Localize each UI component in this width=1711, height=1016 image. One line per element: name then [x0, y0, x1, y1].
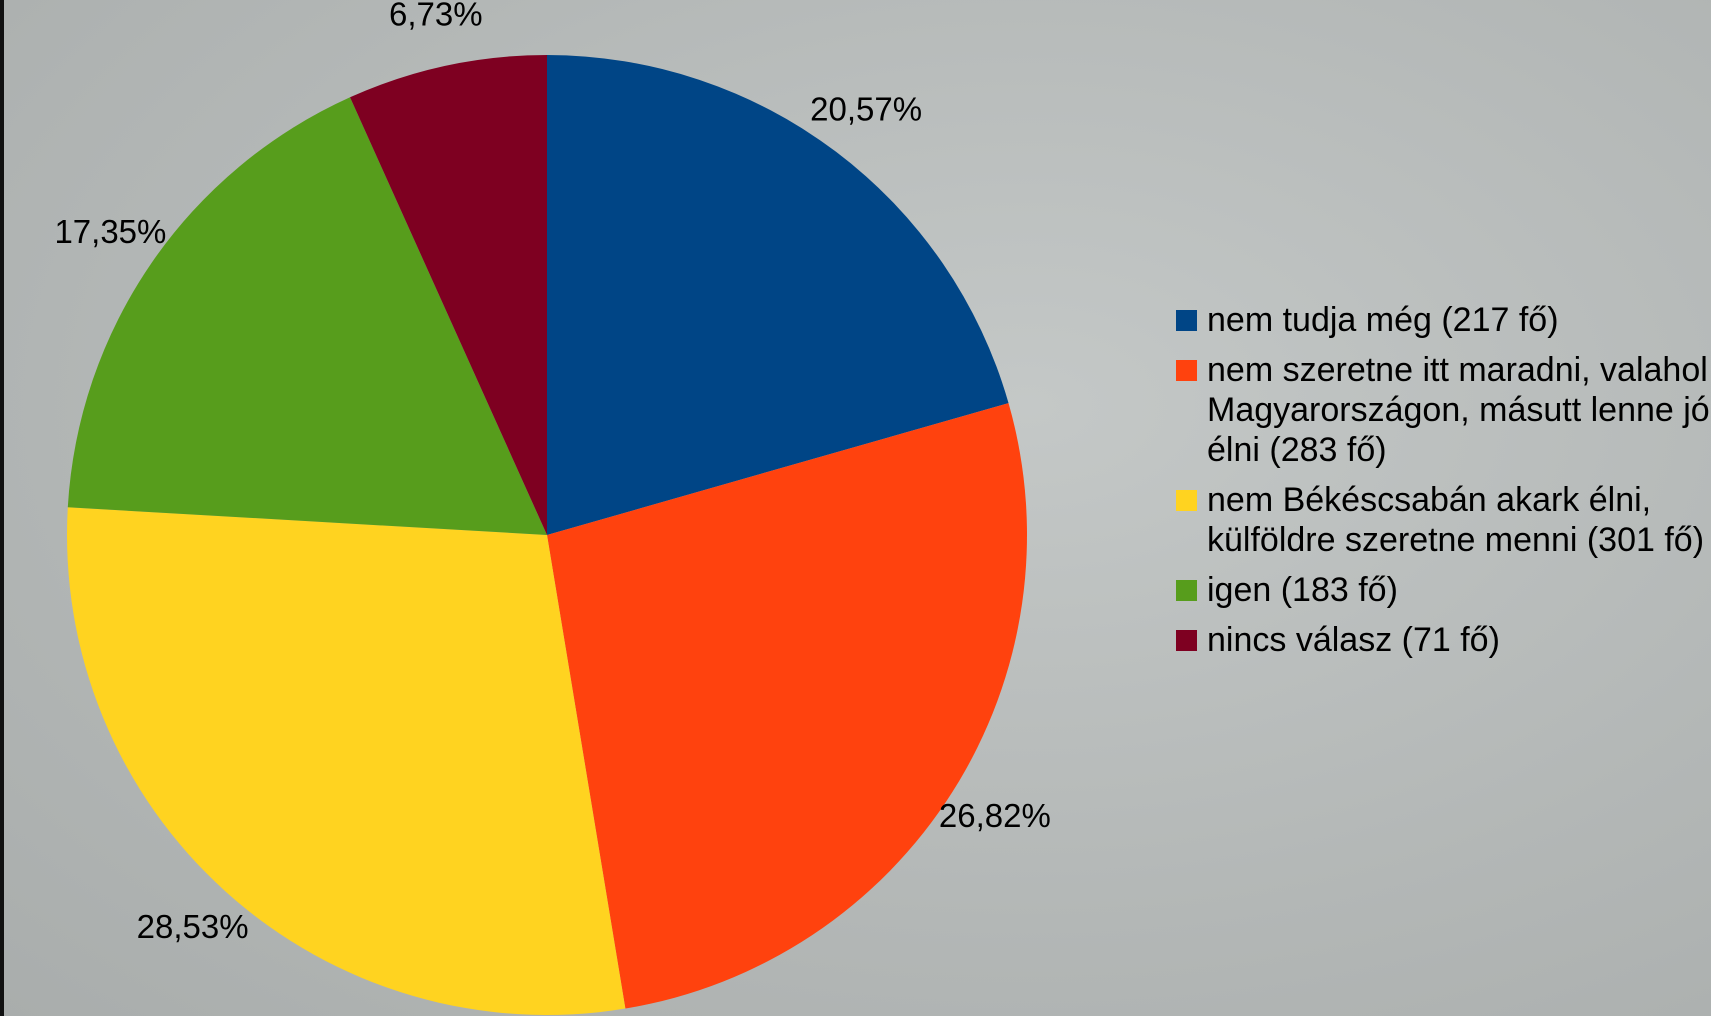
data-label: 20,57%: [810, 91, 922, 128]
pie-slice: [547, 55, 1009, 535]
legend-swatch: [1176, 360, 1197, 381]
data-label: 28,53%: [137, 908, 249, 945]
legend-label: nincs válasz (71 fő): [1207, 621, 1500, 659]
legend-item: nem szeretne itt maradni, valahol Magyar…: [1176, 350, 1711, 470]
pie-slice: [67, 97, 547, 535]
legend-label: nem szeretne itt maradni, valahol Magyar…: [1207, 351, 1710, 469]
edge: [0, 0, 4, 1016]
pie-slice: [350, 55, 547, 535]
pie-slice: [67, 507, 626, 1015]
data-label: 17,35%: [54, 213, 166, 250]
legend-item: nem tudja még (217 fő): [1176, 300, 1711, 340]
legend-swatch: [1176, 630, 1197, 651]
legend-label: nem tudja még (217 fő): [1207, 301, 1559, 339]
pie-slice: [547, 403, 1027, 1009]
legend-swatch: [1176, 580, 1197, 601]
data-label: 6,73%: [389, 0, 483, 33]
legend-swatch: [1176, 490, 1197, 511]
legend-item: nem Békéscsabán akark élni, külföldre sz…: [1176, 480, 1711, 560]
legend-label: nem Békéscsabán akark élni, külföldre sz…: [1207, 481, 1705, 559]
legend-item: nincs válasz (71 fő): [1176, 620, 1711, 660]
legend-item: igen (183 fő): [1176, 570, 1711, 610]
data-label: 26,82%: [939, 797, 1051, 834]
legend-swatch: [1176, 310, 1197, 331]
legend: nem tudja még (217 fő) nem szeretne itt m…: [1176, 300, 1711, 670]
legend-label: igen (183 fő): [1207, 571, 1398, 609]
